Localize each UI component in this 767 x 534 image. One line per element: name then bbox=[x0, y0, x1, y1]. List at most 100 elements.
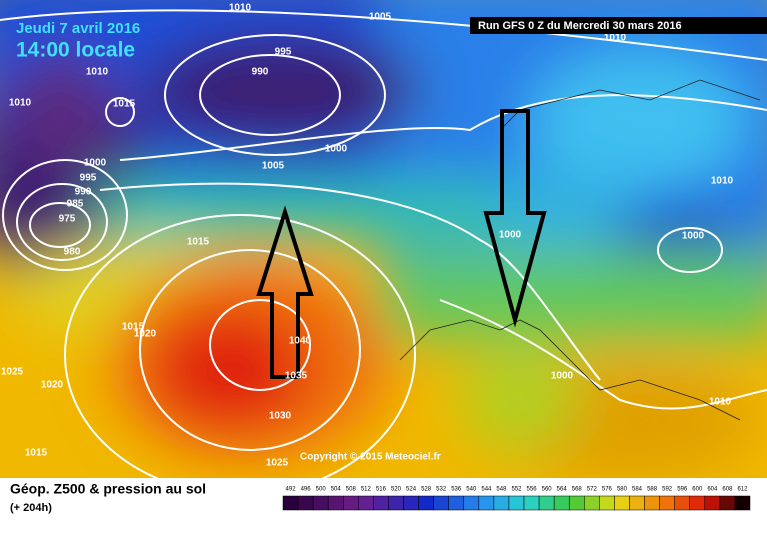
scale-label: 524 bbox=[406, 487, 417, 493]
isobar-label: 990 bbox=[252, 67, 269, 78]
scale-swatch bbox=[674, 495, 690, 511]
scale-swatch bbox=[478, 495, 495, 511]
scale-label: 500 bbox=[316, 487, 327, 493]
isobar-label: 1010 bbox=[9, 98, 32, 109]
isobar-label: 975 bbox=[59, 214, 76, 225]
scale-label: 564 bbox=[557, 487, 568, 493]
isobar-label: 1000 bbox=[682, 231, 705, 242]
scale-label: 544 bbox=[481, 487, 492, 493]
scale-label: 600 bbox=[692, 487, 703, 493]
scale-label: 552 bbox=[511, 487, 522, 493]
scale-swatch bbox=[433, 495, 449, 511]
scale-swatch bbox=[388, 495, 404, 511]
scale-swatch bbox=[719, 495, 736, 511]
isobar-label: 980 bbox=[64, 247, 81, 258]
scale-swatch bbox=[418, 495, 434, 511]
scale-label: 516 bbox=[376, 487, 387, 493]
scale-label: 536 bbox=[451, 487, 462, 493]
isobar-label: 1015 bbox=[122, 322, 145, 333]
scale-label: 508 bbox=[346, 487, 357, 493]
scale-swatch bbox=[704, 495, 721, 511]
scale-swatch bbox=[644, 495, 660, 511]
scale-label: 512 bbox=[361, 487, 372, 493]
scale-label: 588 bbox=[647, 487, 658, 493]
isobar-label: 1025 bbox=[266, 458, 289, 469]
scale-swatch bbox=[584, 495, 600, 511]
isobar-label: 1010 bbox=[604, 33, 627, 44]
isobar-label: 995 bbox=[275, 47, 292, 58]
scale-swatch bbox=[553, 495, 570, 511]
scale-label: 596 bbox=[677, 487, 688, 493]
scale-label: 556 bbox=[527, 487, 538, 493]
scale-label: 584 bbox=[632, 487, 643, 493]
isobar-label: 985 bbox=[67, 199, 84, 210]
isobar-label: 1010 bbox=[711, 176, 734, 187]
scale-label: 520 bbox=[391, 487, 402, 493]
scale-swatch bbox=[614, 495, 630, 511]
scale-label: 580 bbox=[617, 487, 628, 493]
scale-swatch bbox=[343, 495, 359, 511]
scale-label: 572 bbox=[587, 487, 598, 493]
isobar-label: 1035 bbox=[285, 371, 308, 382]
scale-swatch bbox=[508, 495, 525, 511]
isobar-label: 1020 bbox=[134, 329, 157, 340]
isobar-label: 1010 bbox=[229, 3, 252, 14]
isobar-label: 1000 bbox=[325, 144, 348, 155]
scale-label: 592 bbox=[662, 487, 673, 493]
scale-swatch bbox=[297, 495, 314, 511]
scale-swatch bbox=[358, 495, 374, 511]
scale-swatch bbox=[373, 495, 389, 511]
isobar-label: 1005 bbox=[369, 12, 392, 23]
arrows bbox=[256, 109, 547, 379]
scale-label: 604 bbox=[707, 487, 718, 493]
scale-label: 504 bbox=[331, 487, 342, 493]
scale-label: 576 bbox=[602, 487, 613, 493]
isobar-label: 1020 bbox=[41, 380, 64, 391]
isobar-labels: 1010 1005 1010 995 990 1010 1015 1010 1000 1000 10… bbox=[1, 3, 734, 469]
date-label: Jeudi 7 avril 2016 bbox=[16, 20, 140, 37]
isobar-label: 1040 bbox=[289, 336, 312, 347]
scale-swatch bbox=[629, 495, 645, 511]
scale-label: 548 bbox=[496, 487, 507, 493]
scale-label: 612 bbox=[737, 487, 748, 493]
isobar-label: 990 bbox=[75, 187, 92, 198]
scale-swatch bbox=[327, 495, 344, 511]
run-box bbox=[470, 17, 767, 34]
scale-label: 540 bbox=[466, 487, 477, 493]
color-field bbox=[0, 0, 767, 480]
color-scale: 492 496 500 504 508 512 516 520 524 528 532 536 540 5… bbox=[282, 487, 751, 511]
run-label: Run GFS 0 Z du Mercredi 30 mars 2016 bbox=[478, 20, 682, 32]
isobar-label: 1030 bbox=[269, 411, 292, 422]
scale-label: 528 bbox=[421, 487, 432, 493]
scale-swatch bbox=[689, 495, 706, 511]
scale-label: 608 bbox=[722, 487, 733, 493]
isobar-label: 1000 bbox=[84, 158, 107, 169]
scale-swatch bbox=[599, 495, 615, 511]
scale-swatch bbox=[448, 495, 465, 511]
scale-label: 532 bbox=[436, 487, 447, 493]
scale-swatch bbox=[312, 495, 329, 511]
isobar-label: 1010 bbox=[86, 67, 109, 78]
isobar-label: 1010 bbox=[709, 397, 732, 408]
isobar-label: 1015 bbox=[187, 237, 210, 248]
scale-label: 568 bbox=[572, 487, 583, 493]
isobar-label: 1000 bbox=[499, 230, 522, 241]
legend-title: Géop. Z500 & pression au sol bbox=[10, 481, 206, 497]
scale-swatch bbox=[568, 495, 585, 511]
scale-swatch bbox=[282, 495, 299, 511]
scale-label: 560 bbox=[542, 487, 553, 493]
isobar-lines bbox=[0, 9, 767, 496]
scale-swatch bbox=[463, 495, 480, 511]
isobar-label: 1005 bbox=[262, 161, 285, 172]
scale-swatch bbox=[523, 495, 540, 511]
isobar-label: 1015 bbox=[25, 448, 48, 459]
legend-lead: (+ 204h) bbox=[10, 502, 52, 514]
copyright: Copyright © 2015 Meteociel.fr bbox=[300, 452, 441, 463]
scale-swatch bbox=[734, 495, 751, 511]
isobar-label: 995 bbox=[80, 173, 97, 184]
isobar-label: 1015 bbox=[113, 99, 136, 110]
scale-swatch bbox=[403, 495, 419, 511]
scale-swatch bbox=[493, 495, 510, 511]
scale-swatch bbox=[659, 495, 675, 511]
